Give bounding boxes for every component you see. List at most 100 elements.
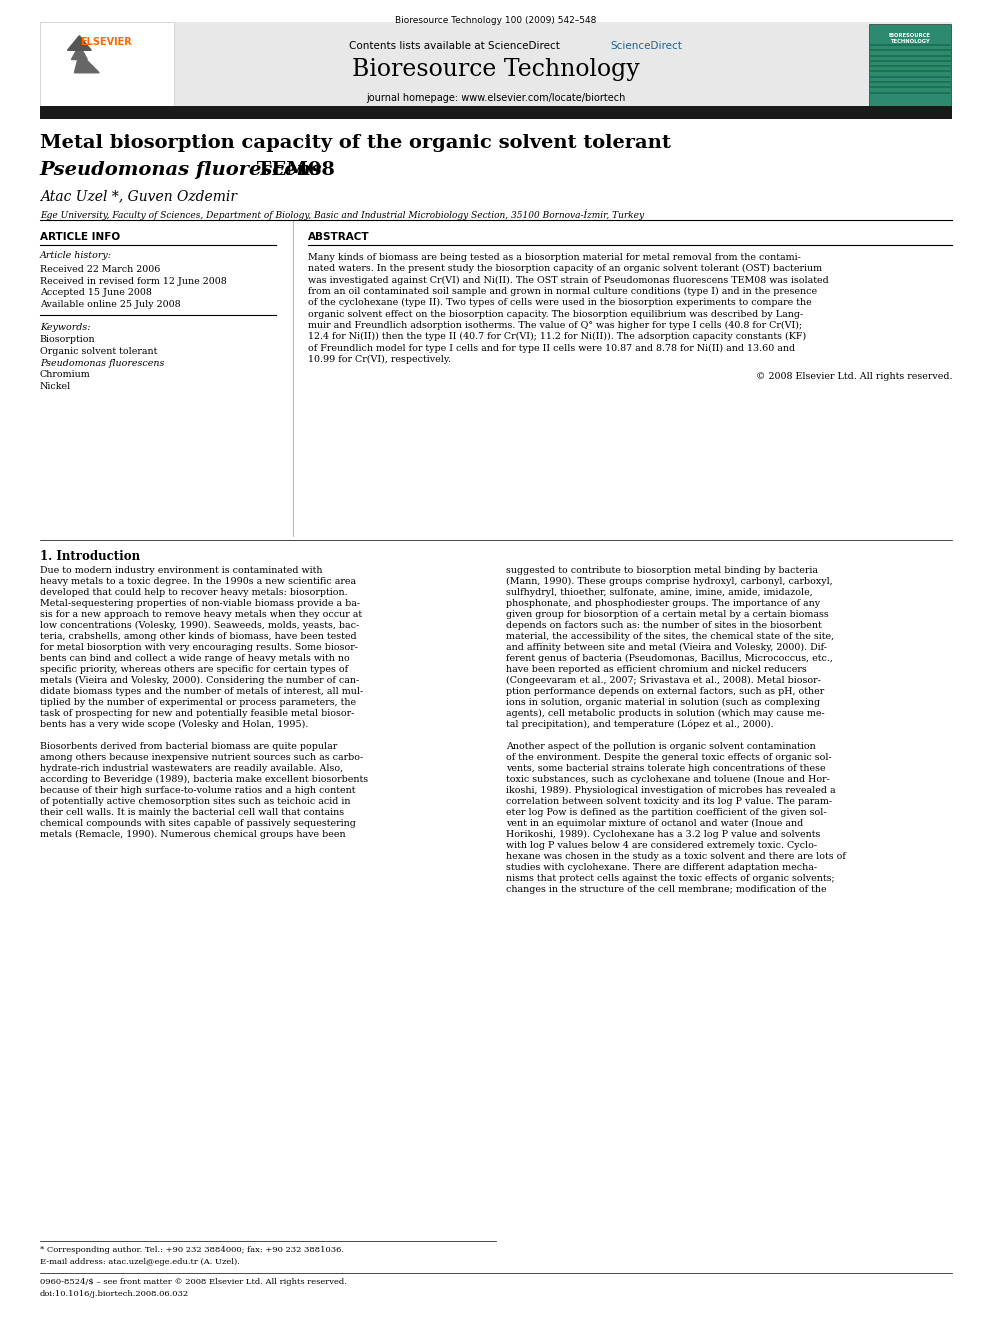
Text: * Corresponding author. Tel.: +90 232 3884000; fax: +90 232 3881036.: * Corresponding author. Tel.: +90 232 38…	[40, 1246, 343, 1254]
Text: sis for a new approach to remove heavy metals when they occur at: sis for a new approach to remove heavy m…	[40, 610, 362, 619]
Text: among others because inexpensive nutrient sources such as carbo-: among others because inexpensive nutrien…	[40, 753, 363, 762]
Text: 1. Introduction: 1. Introduction	[40, 550, 140, 564]
Text: specific priority, whereas others are specific for certain types of: specific priority, whereas others are sp…	[40, 665, 348, 675]
Text: Another aspect of the pollution is organic solvent contamination: Another aspect of the pollution is organ…	[506, 742, 815, 751]
Text: Pseudomonas fluorescens: Pseudomonas fluorescens	[40, 359, 164, 368]
Text: changes in the structure of the cell membrane; modification of the: changes in the structure of the cell mem…	[506, 885, 826, 894]
Text: from an oil contaminated soil sample and grown in normal culture conditions (typ: from an oil contaminated soil sample and…	[308, 287, 816, 296]
Text: tiplied by the number of experimental or process parameters, the: tiplied by the number of experimental or…	[40, 699, 356, 706]
Polygon shape	[67, 36, 91, 50]
Text: Metal biosorption capacity of the organic solvent tolerant: Metal biosorption capacity of the organi…	[40, 134, 671, 152]
Text: phosphonate, and phosphodiester groups. The importance of any: phosphonate, and phosphodiester groups. …	[506, 599, 820, 609]
Text: Pseudomonas fluorescens: Pseudomonas fluorescens	[40, 161, 322, 180]
Bar	[40, 106, 952, 119]
Bar	[40, 22, 952, 108]
Text: ELSEVIER: ELSEVIER	[80, 37, 132, 48]
Text: have been reported as efficient chromium and nickel reducers: have been reported as efficient chromium…	[506, 665, 806, 675]
Text: Chromium: Chromium	[40, 370, 90, 380]
Text: with log P values below 4 are considered extremely toxic. Cyclo-: with log P values below 4 are considered…	[506, 840, 817, 849]
Text: correlation between solvent toxicity and its log P value. The param-: correlation between solvent toxicity and…	[506, 796, 832, 806]
Text: was investigated against Cr(VI) and Ni(II). The OST strain of Pseudomonas fluore: was investigated against Cr(VI) and Ni(I…	[308, 275, 828, 284]
Text: © 2008 Elsevier Ltd. All rights reserved.: © 2008 Elsevier Ltd. All rights reserved…	[756, 372, 952, 381]
Text: sulfhydryl, thioether, sulfonate, amine, imine, amide, imidazole,: sulfhydryl, thioether, sulfonate, amine,…	[506, 589, 812, 597]
Text: and affinity between site and metal (Vieira and Volesky, 2000). Dif-: and affinity between site and metal (Vie…	[506, 643, 827, 652]
Text: studies with cyclohexane. There are different adaptation mecha-: studies with cyclohexane. There are diff…	[506, 863, 817, 872]
Text: 12.4 for Ni(II)) then the type II (40.7 for Cr(VI); 11.2 for Ni(II)). The adsorp: 12.4 for Ni(II)) then the type II (40.7 …	[308, 332, 806, 341]
Text: Article history:: Article history:	[40, 251, 112, 261]
Text: ikoshi, 1989). Physiological investigation of microbes has revealed a: ikoshi, 1989). Physiological investigati…	[506, 786, 835, 795]
Text: Keywords:: Keywords:	[40, 323, 90, 332]
Text: Accepted 15 June 2008: Accepted 15 June 2008	[40, 288, 152, 298]
Text: chemical compounds with sites capable of passively sequestering: chemical compounds with sites capable of…	[40, 819, 355, 828]
Text: doi:10.1016/j.biortech.2008.06.032: doi:10.1016/j.biortech.2008.06.032	[40, 1290, 188, 1298]
Text: journal homepage: www.elsevier.com/locate/biortech: journal homepage: www.elsevier.com/locat…	[366, 93, 626, 103]
Bar	[869, 24, 951, 107]
Text: eter log Pow is defined as the partition coefficient of the given sol-: eter log Pow is defined as the partition…	[506, 808, 826, 816]
Text: ption performance depends on external factors, such as pH, other: ption performance depends on external fa…	[506, 687, 824, 696]
Text: ions in solution, organic material in solution (such as complexing: ions in solution, organic material in so…	[506, 699, 820, 706]
Text: ferent genus of bacteria (Pseudomonas, Bacillus, Micrococcus, etc.,: ferent genus of bacteria (Pseudomonas, B…	[506, 654, 833, 663]
Text: hydrate-rich industrial wastewaters are readily available. Also,: hydrate-rich industrial wastewaters are …	[40, 763, 343, 773]
Text: TEM08: TEM08	[250, 161, 335, 180]
Text: muir and Freundlich adsorption isotherms. The value of Q° was higher for type I : muir and Freundlich adsorption isotherms…	[308, 321, 802, 329]
Text: Ege University, Faculty of Sciences, Department of Biology, Basic and Industrial: Ege University, Faculty of Sciences, Dep…	[40, 209, 644, 220]
Text: vent in an equimolar mixture of octanol and water (Inoue and: vent in an equimolar mixture of octanol …	[506, 819, 804, 828]
Text: Biosorption: Biosorption	[40, 335, 95, 344]
Polygon shape	[71, 45, 87, 60]
Text: 0960-8524/$ – see front matter © 2008 Elsevier Ltd. All rights reserved.: 0960-8524/$ – see front matter © 2008 El…	[40, 1278, 346, 1286]
Text: Bioresource Technology: Bioresource Technology	[352, 58, 640, 81]
Text: bents has a very wide scope (Volesky and Holan, 1995).: bents has a very wide scope (Volesky and…	[40, 720, 309, 729]
Text: of potentially active chemosorption sites such as teichoic acid in: of potentially active chemosorption site…	[40, 796, 350, 806]
Text: metals (Remacle, 1990). Numerous chemical groups have been: metals (Remacle, 1990). Numerous chemica…	[40, 830, 345, 839]
Text: Atac Uzel *, Guven Ozdemir: Atac Uzel *, Guven Ozdemir	[40, 189, 237, 204]
Text: ABSTRACT: ABSTRACT	[308, 232, 369, 242]
Text: Contents lists available at ScienceDirect: Contents lists available at ScienceDirec…	[349, 41, 563, 52]
Text: their cell walls. It is mainly the bacterial cell wall that contains: their cell walls. It is mainly the bacte…	[40, 808, 344, 816]
Text: tal precipitation), and temperature (López et al., 2000).: tal precipitation), and temperature (Lóp…	[506, 720, 774, 729]
Text: for metal biosorption with very encouraging results. Some biosor-: for metal biosorption with very encourag…	[40, 643, 358, 652]
Text: hexane was chosen in the study as a toxic solvent and there are lots of: hexane was chosen in the study as a toxi…	[506, 852, 846, 861]
Text: of the cyclohexane (type II). Two types of cells were used in the biosorption ex: of the cyclohexane (type II). Two types …	[308, 298, 811, 307]
Text: BIORESOURCE
TECHNOLOGY: BIORESOURCE TECHNOLOGY	[889, 33, 930, 44]
Text: Bioresource Technology 100 (2009) 542–548: Bioresource Technology 100 (2009) 542–54…	[396, 16, 596, 25]
Text: given group for biosorption of a certain metal by a certain biomass: given group for biosorption of a certain…	[506, 610, 828, 619]
Text: ARTICLE INFO: ARTICLE INFO	[40, 232, 120, 242]
Text: Horikoshi, 1989). Cyclohexane has a 3.2 log P value and solvents: Horikoshi, 1989). Cyclohexane has a 3.2 …	[506, 830, 820, 839]
Text: of Freundlich model for type I cells and for type II cells were 10.87 and 8.78 f: of Freundlich model for type I cells and…	[308, 344, 795, 353]
Text: of the environment. Despite the general toxic effects of organic sol-: of the environment. Despite the general …	[506, 753, 831, 762]
Text: low concentrations (Volesky, 1990). Seaweeds, molds, yeasts, bac-: low concentrations (Volesky, 1990). Seaw…	[40, 620, 359, 630]
Text: Received in revised form 12 June 2008: Received in revised form 12 June 2008	[40, 277, 226, 286]
Text: toxic substances, such as cyclohexane and toluene (Inoue and Hor-: toxic substances, such as cyclohexane an…	[506, 775, 829, 785]
Text: (Mann, 1990). These groups comprise hydroxyl, carbonyl, carboxyl,: (Mann, 1990). These groups comprise hydr…	[506, 577, 832, 586]
Text: E-mail address: atac.uzel@ege.edu.tr (A. Uzel).: E-mail address: atac.uzel@ege.edu.tr (A.…	[40, 1258, 239, 1266]
Text: material, the accessibility of the sites, the chemical state of the site,: material, the accessibility of the sites…	[506, 632, 834, 642]
Text: developed that could help to recover heavy metals: biosorption.: developed that could help to recover hea…	[40, 589, 347, 597]
Text: Metal-sequestering properties of non-viable biomass provide a ba-: Metal-sequestering properties of non-via…	[40, 599, 360, 609]
Text: teria, crabshells, among other kinds of biomass, have been tested: teria, crabshells, among other kinds of …	[40, 632, 356, 642]
Text: nated waters. In the present study the biosorption capacity of an organic solven: nated waters. In the present study the b…	[308, 265, 821, 273]
Text: Received 22 March 2006: Received 22 March 2006	[40, 265, 160, 274]
Text: metals (Vieira and Volesky, 2000). Considering the number of can-: metals (Vieira and Volesky, 2000). Consi…	[40, 676, 359, 685]
Text: vents, some bacterial strains tolerate high concentrations of these: vents, some bacterial strains tolerate h…	[506, 763, 825, 773]
Text: agents), cell metabolic products in solution (which may cause me-: agents), cell metabolic products in solu…	[506, 709, 824, 718]
Text: Available online 25 July 2008: Available online 25 July 2008	[40, 300, 181, 310]
Text: suggested to contribute to biosorption metal binding by bacteria: suggested to contribute to biosorption m…	[506, 566, 818, 576]
Bar	[40, 22, 174, 108]
Text: depends on factors such as: the number of sites in the biosorbent: depends on factors such as: the number o…	[506, 620, 821, 630]
Text: ScienceDirect: ScienceDirect	[610, 41, 682, 52]
Text: task of prospecting for new and potentially feasible metal biosor-: task of prospecting for new and potentia…	[40, 709, 354, 718]
Text: Many kinds of biomass are being tested as a biosorption material for metal remov: Many kinds of biomass are being tested a…	[308, 253, 801, 262]
Text: Organic solvent tolerant: Organic solvent tolerant	[40, 347, 157, 356]
Polygon shape	[74, 53, 99, 73]
Text: nisms that protect cells against the toxic effects of organic solvents;: nisms that protect cells against the tox…	[506, 873, 834, 882]
Text: Biosorbents derived from bacterial biomass are quite popular: Biosorbents derived from bacterial bioma…	[40, 742, 337, 751]
Text: because of their high surface-to-volume ratios and a high content: because of their high surface-to-volume …	[40, 786, 355, 795]
Text: heavy metals to a toxic degree. In the 1990s a new scientific area: heavy metals to a toxic degree. In the 1…	[40, 577, 356, 586]
Text: according to Beveridge (1989), bacteria make excellent biosorbents: according to Beveridge (1989), bacteria …	[40, 775, 368, 785]
Text: Due to modern industry environment is contaminated with: Due to modern industry environment is co…	[40, 566, 322, 576]
Text: organic solvent effect on the biosorption capacity. The biosorption equilibrium : organic solvent effect on the biosorptio…	[308, 310, 803, 319]
Text: 10.99 for Cr(VI), respectively.: 10.99 for Cr(VI), respectively.	[308, 355, 450, 364]
Text: (Congeevaram et al., 2007; Srivastava et al., 2008). Metal biosor-: (Congeevaram et al., 2007; Srivastava et…	[506, 676, 820, 685]
Text: bents can bind and collect a wide range of heavy metals with no: bents can bind and collect a wide range …	[40, 654, 349, 663]
Text: didate biomass types and the number of metals of interest, all mul-: didate biomass types and the number of m…	[40, 687, 363, 696]
